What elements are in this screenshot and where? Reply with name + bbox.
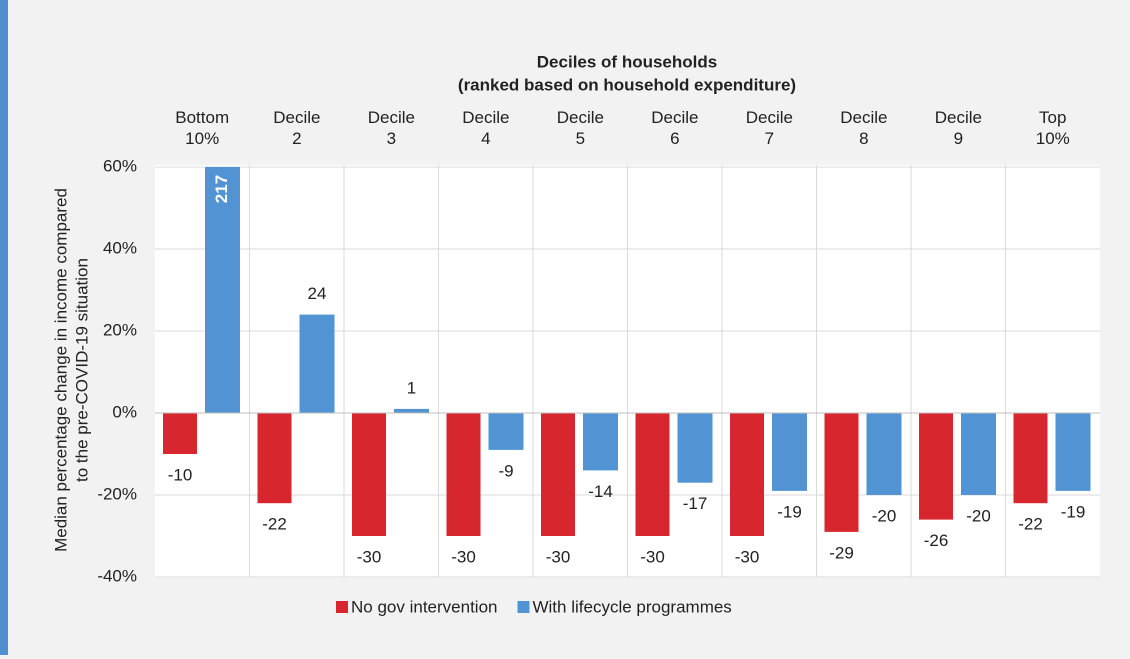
x-tick-label: Decile 4 <box>462 108 510 148</box>
data-label: -30 <box>546 547 571 566</box>
bar <box>1055 413 1091 491</box>
data-label: -30 <box>640 547 665 566</box>
y-tick-label: 60% <box>103 156 137 175</box>
bar <box>541 413 575 536</box>
bar <box>677 413 713 483</box>
x-tick-label: Decile 3 <box>367 108 415 148</box>
bar <box>1013 413 1048 504</box>
x-tick-label: Decile 2 <box>273 108 321 148</box>
x-tick-label: Decile 6 <box>651 108 699 148</box>
bar <box>961 413 996 495</box>
data-label: -14 <box>588 482 613 501</box>
accent-stripe <box>0 0 8 655</box>
bar <box>635 413 670 536</box>
bar <box>730 413 764 536</box>
legend-swatch <box>336 601 348 613</box>
y-tick-label: 20% <box>103 320 137 339</box>
x-tick-label: Bottom 10% <box>175 108 230 148</box>
bar <box>772 413 807 491</box>
data-label: -26 <box>924 531 949 550</box>
bar <box>394 408 429 413</box>
x-tick-label: Decile 9 <box>934 108 982 148</box>
x-tick-label: Decile 7 <box>745 108 793 148</box>
y-tick-label: 40% <box>103 238 137 257</box>
bar <box>488 413 524 450</box>
data-label: -20 <box>966 506 991 525</box>
legend-swatch <box>517 601 530 613</box>
data-label: -10 <box>168 465 193 484</box>
data-label: 217 <box>212 175 231 203</box>
bar <box>299 314 335 413</box>
bar <box>824 413 859 532</box>
bar <box>866 413 902 495</box>
bar <box>919 413 953 520</box>
data-label: 1 <box>407 378 416 397</box>
x-tick-label: Decile 8 <box>840 108 888 148</box>
data-label: -9 <box>498 461 513 480</box>
data-label: -30 <box>357 547 382 566</box>
bar <box>352 413 386 536</box>
data-label: -22 <box>262 515 287 534</box>
bar <box>583 413 618 471</box>
data-label: -17 <box>683 494 708 513</box>
y-axis-label: Median percentage change in income compa… <box>51 188 70 552</box>
data-label: -19 <box>1061 502 1086 521</box>
data-label: -22 <box>1018 515 1043 534</box>
x-tick-label: Decile 5 <box>556 108 604 148</box>
bar <box>205 167 240 413</box>
y-tick-label: -40% <box>97 566 137 585</box>
y-tick-label: -20% <box>97 484 137 503</box>
legend-label: No gov intervention <box>351 597 497 616</box>
bar <box>163 413 197 454</box>
y-tick-label: 0% <box>112 402 137 421</box>
chart-subtitle: (ranked based on household expenditure) <box>458 75 796 94</box>
data-label: -20 <box>872 506 897 525</box>
bar <box>257 413 292 504</box>
data-label: 24 <box>308 284 327 303</box>
data-label: -29 <box>829 543 854 562</box>
x-tick-label: Top 10% <box>1035 108 1070 148</box>
bar <box>446 413 481 536</box>
y-axis-label: to the pre-COVID-19 situation <box>72 258 91 482</box>
data-label: -19 <box>777 502 802 521</box>
chart-title: Deciles of households <box>537 52 717 71</box>
data-label: -30 <box>735 547 760 566</box>
legend-label: With lifecycle programmes <box>532 597 731 616</box>
data-label: -30 <box>451 547 476 566</box>
